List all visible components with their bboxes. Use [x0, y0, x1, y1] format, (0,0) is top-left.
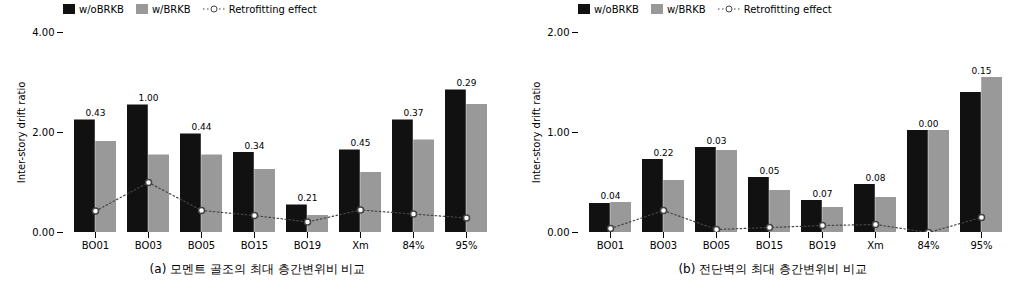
svg-text:BO05: BO05 [188, 240, 215, 251]
svg-text:BO19: BO19 [809, 240, 836, 251]
html-text:w/oBRKB: w/oBRKB [594, 3, 639, 15]
svg-text:1.00: 1.00 [547, 127, 569, 138]
svg-text:1.00: 1.00 [138, 93, 158, 103]
svg-text:0.21: 0.21 [297, 193, 317, 203]
svg-text:2.00: 2.00 [32, 127, 54, 138]
svg-text:4.00: 4.00 [32, 27, 54, 38]
svg-text:BO01: BO01 [597, 240, 624, 251]
svg-text:0.37: 0.37 [403, 108, 423, 118]
svg-text:0.00: 0.00 [32, 227, 54, 238]
svg-text:Xm: Xm [867, 240, 884, 251]
svg-text:84%: 84% [917, 240, 939, 251]
svg-text:0.00: 0.00 [918, 119, 938, 129]
svg-text:BO15: BO15 [756, 240, 783, 251]
svg-text:0.15: 0.15 [971, 66, 991, 76]
svg-text:BO03: BO03 [650, 240, 677, 251]
svg-text:0.05: 0.05 [759, 166, 779, 176]
svg-text:Inter-story drift ratio: Inter-story drift ratio [16, 82, 27, 184]
svg-text:BO03: BO03 [135, 240, 162, 251]
svg-text:0.00: 0.00 [547, 227, 569, 238]
html-text:(a) 모멘트 골조의 최대 층간변위비 비교: (a) 모멘트 골조의 최대 층간변위비 비교 [149, 262, 366, 276]
svg-text:95%: 95% [970, 240, 992, 251]
svg-text:95%: 95% [455, 240, 477, 251]
svg-text:0.45: 0.45 [350, 138, 370, 148]
svg-text:Inter-story drift ratio: Inter-story drift ratio [531, 82, 542, 184]
svg-text:0.08: 0.08 [865, 173, 885, 183]
svg-text:BO19: BO19 [294, 240, 321, 251]
html-text:w/BRKB: w/BRKB [666, 3, 706, 15]
svg-text:BO15: BO15 [241, 240, 268, 251]
html-text:Retrofitting effect: Retrofitting effect [743, 3, 832, 15]
svg-text:0.44: 0.44 [191, 122, 211, 132]
svg-text:84%: 84% [402, 240, 424, 251]
svg-text:2.00: 2.00 [547, 27, 569, 38]
svg-text:0.03: 0.03 [706, 136, 726, 146]
svg-text:Xm: Xm [352, 240, 369, 251]
html-text:Retrofitting effect: Retrofitting effect [228, 3, 317, 15]
svg-text:BO05: BO05 [703, 240, 730, 251]
svg-text:0.04: 0.04 [600, 191, 620, 201]
svg-text:BO01: BO01 [82, 240, 109, 251]
html-text:(b) 전단벽의 최대 층간변위비 비교: (b) 전단벽의 최대 층간변위비 비교 [678, 262, 867, 276]
html-text:w/BRKB: w/BRKB [151, 3, 191, 15]
svg-text:0.22: 0.22 [653, 148, 673, 158]
html-text:w/oBRKB: w/oBRKB [79, 3, 124, 15]
svg-text:0.07: 0.07 [812, 189, 832, 199]
svg-text:0.29: 0.29 [456, 78, 476, 88]
svg-text:0.43: 0.43 [85, 108, 105, 118]
svg-text:0.34: 0.34 [244, 141, 264, 151]
